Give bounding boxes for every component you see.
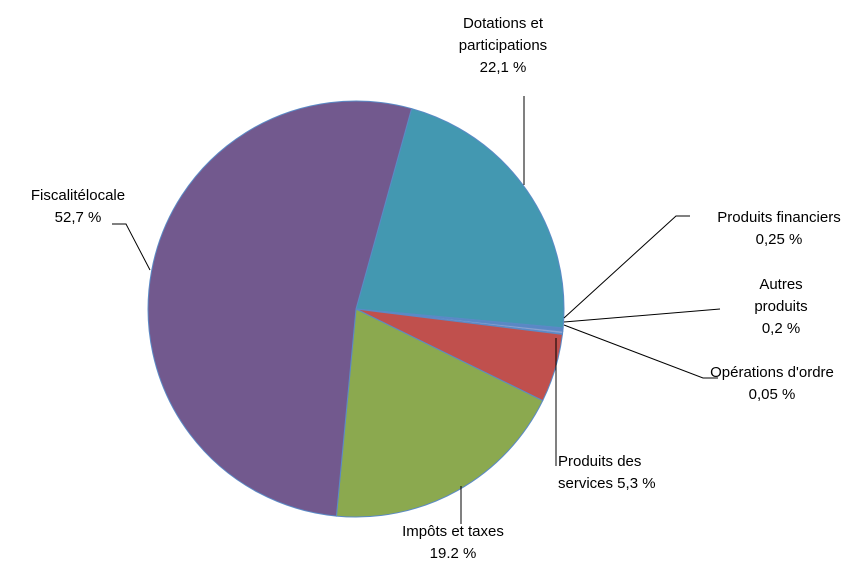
data-label-line: Opérations d'ordre [710,364,834,381]
pie-slice-fiscalit-locale [147,100,413,517]
data-label-line: Impôts et taxes [402,523,504,540]
data-label: Produits financiers 0,25 % [717,209,840,248]
leader-line [563,215,690,319]
data-label-line: Fiscalitélocale [31,187,125,204]
data-label-line: participations [459,37,547,54]
data-label: Autres produits 0,2 % [754,276,807,337]
data-label-line: Dotations et [463,15,544,32]
data-label: Fiscalitélocale 52,7 % [31,187,125,226]
data-label-line: Produits des [558,453,641,470]
data-label-line: 0,25 % [756,231,803,248]
data-label-line: 0,05 % [749,386,796,403]
slices-layer [147,100,565,518]
data-label-line: 22,1 % [480,59,527,76]
pie-slice-dotations-et-participations [355,107,565,329]
data-label-line: Autres [759,276,802,293]
data-label-line: services 5,3 % [558,475,656,492]
leader-line [563,324,718,379]
data-label-line: 0,2 % [762,320,800,337]
data-label-line: 52,7 % [55,209,102,226]
data-label: Dotations et participations 22,1 % [459,15,547,76]
leader-line [112,223,151,271]
data-label: Opérations d'ordre 0,05 % [710,364,834,403]
data-label-line: 19.2 % [430,545,477,562]
leader-line [563,308,721,323]
data-label: Produits des services 5,3 % [558,453,656,492]
pie-slice-imp-ts-et-taxes [335,308,544,518]
data-label-line: Produits financiers [717,209,840,226]
data-label: Impôts et taxes 19.2 % [402,523,504,562]
leader-lines-layer [112,96,721,524]
labels-layer: Dotations et participations 22,1 % Produits… [31,15,841,562]
data-label-line: produits [754,298,807,315]
